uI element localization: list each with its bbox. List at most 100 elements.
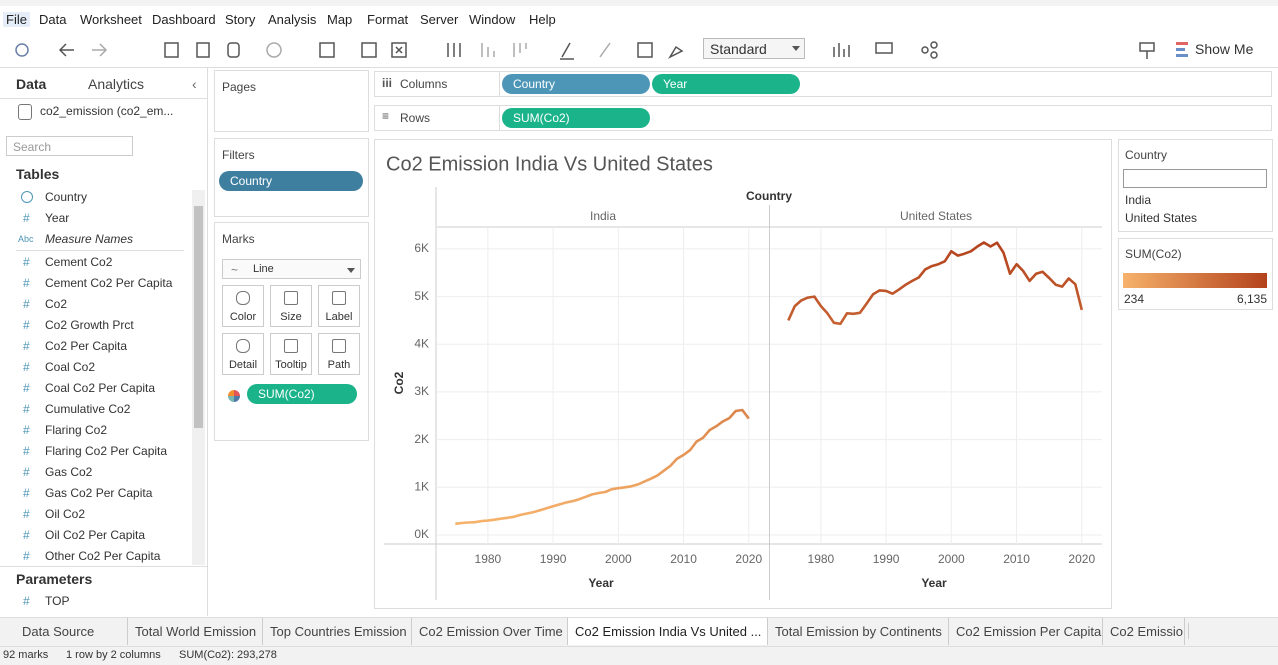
sort-desc-icon[interactable] (513, 43, 527, 57)
mark-button[interactable]: Size (270, 285, 312, 327)
mark-button[interactable]: Detail (222, 333, 264, 375)
new-sheet-icon[interactable] (319, 42, 335, 58)
menu-item[interactable]: Data (39, 12, 67, 27)
show-me-button[interactable]: Show Me (1195, 41, 1254, 57)
refresh-icon[interactable] (266, 42, 282, 58)
field[interactable]: Oil Co2 Per Capita (45, 528, 146, 542)
field[interactable]: Flaring Co2 (45, 423, 108, 437)
data-tab[interactable]: Data (16, 76, 47, 92)
pin-icon[interactable] (668, 45, 684, 59)
menu-item[interactable]: Window (469, 12, 516, 27)
sheet-tab[interactable]: Total World Emission (128, 618, 263, 645)
field[interactable]: Co2 Per Capita (45, 339, 128, 353)
datasource-name[interactable]: co2_emission (co2_em... (40, 104, 174, 118)
tab-actions[interactable] (1188, 623, 1273, 639)
mark-button[interactable]: Path (318, 333, 360, 375)
legend-title: Country (1125, 148, 1168, 162)
mark-pill[interactable]: SUM(Co2) (247, 384, 357, 404)
sheet-tab[interactable]: Co2 Emissio (1103, 618, 1185, 645)
field[interactable]: Year (45, 211, 70, 225)
dropdown-arrow (792, 46, 800, 51)
field-icon: # (23, 423, 30, 437)
mark-button[interactable]: Tooltip (270, 333, 312, 375)
field-icon: # (23, 211, 30, 225)
field[interactable]: Other Co2 Per Capita (45, 549, 161, 563)
field-icon: # (23, 276, 30, 290)
mark-button[interactable]: Label (318, 285, 360, 327)
highlight-icon[interactable] (560, 42, 574, 60)
sheet-tab-label: Total World Emission (135, 624, 257, 639)
scroll-thumb[interactable] (194, 206, 203, 428)
field[interactable]: Measure Names (45, 232, 134, 246)
mark-type-dropdown[interactable]: ~ Line (222, 259, 361, 279)
redo-icon[interactable] (92, 43, 108, 57)
filter-pill[interactable]: Country (219, 171, 363, 191)
sheet-tab[interactable]: Co2 Emission Per Capita (949, 618, 1103, 645)
column-pill[interactable]: Year (652, 74, 800, 94)
label-icon[interactable] (637, 42, 653, 58)
legend-search[interactable] (1123, 169, 1267, 188)
field[interactable]: Oil Co2 (45, 507, 86, 521)
collapse-arrow[interactable]: ‹ (192, 76, 197, 92)
sheet-tab[interactable]: Co2 Emission India Vs United ... (568, 618, 768, 645)
new-datasource-icon[interactable] (196, 42, 210, 58)
analytics-tab[interactable]: Analytics (88, 76, 145, 92)
menu-item[interactable]: Format (367, 12, 409, 27)
field[interactable]: Cement Co2 Per Capita (45, 276, 173, 290)
rows-label: Rows (400, 111, 431, 125)
menu-item[interactable]: Map (327, 12, 353, 27)
mark-button[interactable]: Color (222, 285, 264, 327)
field[interactable]: Coal Co2 (45, 360, 96, 374)
sheet-tab[interactable]: Top Countries Emission (263, 618, 412, 645)
fit-dropdown[interactable]: Standard (703, 38, 805, 59)
group-icon[interactable] (599, 42, 611, 58)
search-box[interactable]: Search (6, 136, 133, 156)
field[interactable]: TOP (45, 594, 70, 608)
sheet-tab-label: Data Source (22, 624, 95, 639)
chart-icon[interactable] (833, 43, 850, 57)
legend-item[interactable]: United States (1125, 211, 1198, 225)
field[interactable]: Gas Co2 Per Capita (45, 486, 153, 500)
sheet-tab[interactable]: Data Source (0, 618, 128, 645)
field[interactable]: Cement Co2 (45, 255, 113, 269)
menu-item[interactable]: Help (529, 12, 556, 27)
swap-icon[interactable] (447, 43, 461, 57)
field[interactable]: Co2 Growth Prct (45, 318, 134, 332)
datasource-icon[interactable] (227, 42, 240, 58)
sort-asc-icon[interactable] (481, 43, 495, 57)
menu-item[interactable]: Worksheet (80, 12, 142, 27)
field[interactable]: Cumulative Co2 (45, 402, 131, 416)
save-icon[interactable] (164, 42, 179, 58)
field-icon: # (23, 486, 30, 500)
logo-icon[interactable] (15, 43, 29, 57)
presentation-icon[interactable] (875, 42, 893, 54)
sheet-canvas (374, 139, 1112, 609)
menu-item[interactable]: Story (225, 12, 256, 27)
sheet-tab[interactable]: Co2 Emission Over Time (412, 618, 568, 645)
field[interactable]: Coal Co2 Per Capita (45, 381, 156, 395)
menu-item[interactable]: Dashboard (152, 12, 216, 27)
field[interactable]: Country (45, 190, 88, 204)
duplicate-icon[interactable] (361, 42, 377, 58)
field[interactable]: Flaring Co2 Per Capita (45, 444, 168, 458)
undo-icon[interactable] (58, 43, 74, 57)
mark-button-label: Label (325, 311, 353, 323)
field[interactable]: Co2 (45, 297, 68, 311)
legend-item[interactable]: India (1125, 193, 1152, 207)
column-pill[interactable]: Country (502, 74, 650, 94)
share-icon[interactable] (921, 46, 929, 54)
menu-item[interactable]: Analysis (268, 12, 317, 27)
field-icon: # (23, 549, 30, 563)
field[interactable]: Gas Co2 (45, 465, 93, 479)
menu-item[interactable]: File (3, 12, 30, 27)
clear-icon[interactable] (391, 42, 407, 58)
filters-label: Filters (222, 148, 255, 162)
row-pill[interactable]: SUM(Co2) (502, 108, 650, 128)
field-icon: # (23, 381, 30, 395)
status-bar: 92 marks 1 row by 2 columns SUM(Co2): 293,… (0, 646, 1278, 665)
scrollbar[interactable] (192, 190, 205, 565)
sheet-tab[interactable]: Total Emission by Continents (768, 618, 949, 645)
menu-item[interactable]: Server (420, 12, 459, 27)
tooltip-icon[interactable] (1139, 42, 1155, 59)
menu-bar: File Data Worksheet Dashboard Story Analysis M… (0, 8, 1278, 32)
